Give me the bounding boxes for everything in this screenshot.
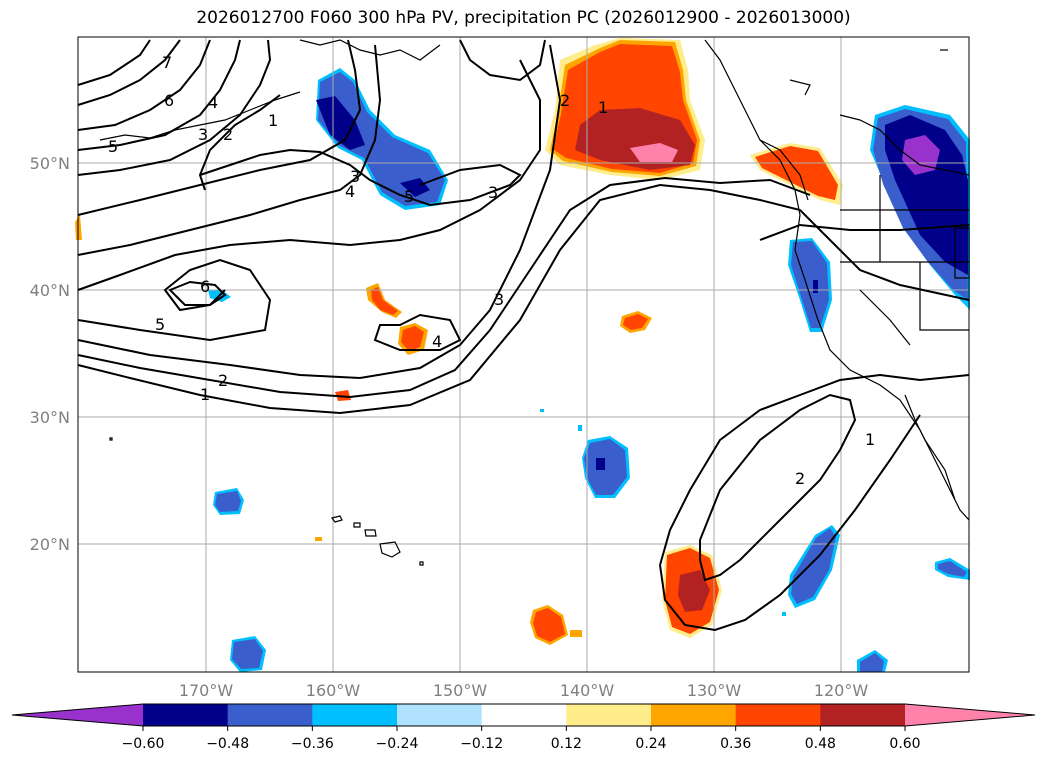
colorbar-segment [651,704,737,726]
lon-label: 140°W [560,681,615,700]
colorbar-segment [820,704,906,726]
lon-label: 120°W [814,681,869,700]
colorbar-tick-label: −0.60 [122,736,165,752]
pv-contour-3 [77,44,562,380]
colorbar-segment [397,704,483,726]
colorbar-tick-label: 0.24 [635,736,666,752]
colorbar-tick-label: −0.36 [291,736,334,752]
precip-negative-areas [208,68,970,672]
pv-label: 1 [268,111,278,130]
pv-contour-5 [77,258,272,342]
coastlines [99,39,970,521]
pv-label: 7 [162,53,172,72]
pv-label: 3 [488,183,498,202]
graticule [78,37,969,672]
colorbar-extend-min [12,704,143,726]
pv-label: 4 [432,332,442,351]
pv-contour-16 [198,94,281,191]
pv-label: 2 [560,91,570,110]
pv-label: 2 [223,125,233,144]
pv-label: 3 [198,125,208,144]
latitude-labels: 50°N 40°N 30°N 20°N [30,154,70,554]
hawaiian-islands [109,437,424,566]
colorbar-tick-label: 0.12 [551,736,582,752]
pv-label: 2 [795,469,805,488]
lon-label: 150°W [433,681,488,700]
pv-label: 5 [155,315,165,334]
pv-label: 2 [218,371,228,390]
lat-label: 30°N [30,408,70,427]
chart-title: 2026012700 F060 300 hPa PV, precipitatio… [196,8,851,28]
lon-label: 130°W [687,681,742,700]
map-area [78,37,969,672]
map-frame [77,36,970,673]
pv-contour-8 [77,44,382,256]
pv-contour-15 [199,148,522,207]
colorbar: −0.60 −0.48 −0.36 −0.24 −0.12 0.12 0.24 0.36 0.4… [11,703,1036,752]
colorbar-segment [481,704,567,726]
pv-contour-4 [373,313,462,351]
pv-label: 1 [200,385,210,404]
pv-contour-2 [77,176,811,399]
colorbar-tick-label: 0.48 [805,736,836,752]
pv-contours [77,39,970,632]
pv-contour-labels: 1 2 3 4 5 6 7 1 2 3 4 5 6 5 4 3 2 1 2 1 … [108,53,875,488]
pv-label: 6 [164,91,174,110]
lat-label: 50°N [30,154,70,173]
lat-label: 20°N [30,535,70,554]
pv-contour-10 [77,39,272,176]
lon-label: 160°W [306,681,361,700]
longitude-labels: 170°W 160°W 150°W 140°W 130°W 120°W [179,681,869,700]
pv-contour-20 [659,414,921,632]
pv-contour-9 [77,39,362,216]
colorbar-segment [312,704,398,726]
pv-contour-18 [659,373,970,566]
lat-label: 40°N [30,281,70,300]
colorbar-segment [735,704,821,726]
pv-label: 1 [598,98,608,117]
colorbar-segment [566,704,652,726]
colorbar-segment [143,704,229,726]
colorbar-tick-label: −0.24 [376,736,419,752]
colorbar-segment [227,704,313,726]
pv-label: 5 [108,137,118,156]
pv-contour-6 [168,280,227,306]
pv-contour-13 [77,39,181,106]
pv-contour-14 [77,39,151,86]
pv-contour-17 [459,39,546,82]
colorbar-tick-label: 0.36 [720,736,751,752]
colorbar-extend-max [905,704,1035,726]
pv-contour-12 [77,39,211,131]
pv-contour-11 [77,39,241,151]
pv-contour-1 [77,183,970,415]
pv-label: 3 [350,167,360,186]
pv-label: 4 [208,93,218,112]
colorbar-tick-label: −0.12 [460,736,503,752]
pv-label: 5 [404,187,414,206]
pv-label: 1 [865,430,875,449]
pv-contour-19 [699,393,857,582]
colorbar-tick-label: −0.48 [206,736,249,752]
pv-contour-21 [759,223,970,241]
pv-label: 4 [345,182,355,201]
pv-label: 6 [200,277,210,296]
colorbar-tick-label: 0.60 [889,736,920,752]
pv-contour-7 [77,59,541,291]
lon-label: 170°W [179,681,234,700]
pv-label: 3 [494,290,504,309]
